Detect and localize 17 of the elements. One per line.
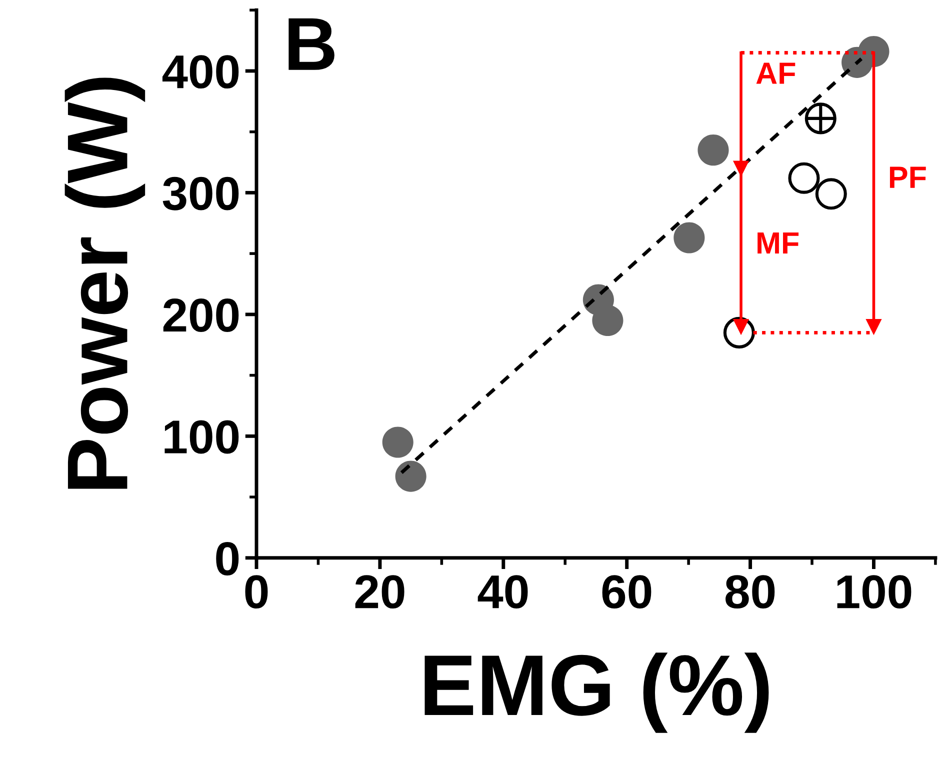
annotation: PF	[890, 166, 926, 188]
x-tick-label: 20	[355, 575, 404, 609]
x-axis-title: EMG (%)	[424, 652, 769, 733]
x-tick-label: 80	[726, 575, 775, 609]
annotation: AF	[756, 62, 796, 84]
y-tick-label: 400	[162, 55, 239, 89]
y-tick-label: 200	[163, 298, 239, 332]
x-tick-label: 100	[837, 575, 912, 609]
y-tick-label: 100	[164, 420, 239, 454]
x-tick-label: 0	[245, 575, 268, 609]
x-tick-label: 60	[602, 575, 652, 609]
y-tick-label: 300	[162, 176, 239, 210]
x-tick-label: 40	[478, 575, 528, 609]
annotation: B	[288, 18, 334, 70]
annotation: MF	[758, 232, 799, 254]
y-tick-label: 0	[216, 542, 239, 576]
y-axis-title: Power (W)	[64, 78, 146, 489]
